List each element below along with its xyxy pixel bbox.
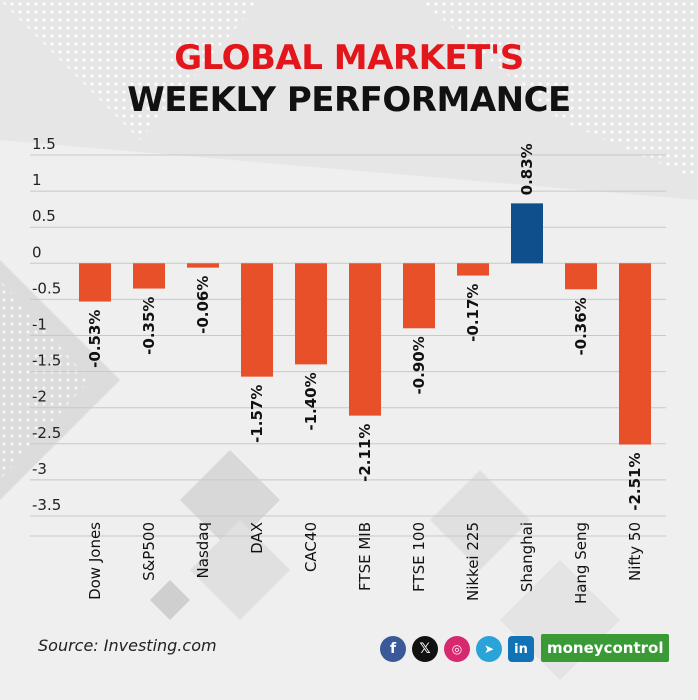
category-label: DAX — [248, 522, 266, 554]
category-label: Nasdaq — [194, 522, 212, 578]
data-label: -2.51% — [626, 453, 644, 511]
category-label: Hang Seng — [572, 522, 590, 604]
data-label: -0.06% — [194, 276, 212, 334]
linkedin-icon[interactable]: in — [508, 636, 534, 662]
data-label: -0.36% — [572, 297, 590, 355]
data-label: -0.17% — [464, 284, 482, 342]
y-tick-label: -2 — [32, 388, 47, 406]
data-label: -0.35% — [140, 297, 158, 355]
y-tick-label: -3.5 — [32, 496, 61, 514]
category-label: CAC40 — [302, 522, 320, 572]
category-label: Dow Jones — [86, 522, 104, 600]
category-label: FTSE 100 — [410, 522, 428, 592]
bar — [295, 263, 327, 365]
category-label: Shanghai — [518, 522, 536, 592]
bar — [511, 203, 543, 264]
y-axis-ticks: 1.5 1 0.5 0 -0.5 -1 -1.5 -2 -2.5 -3 -3.5 — [32, 135, 61, 514]
data-label: -0.53% — [86, 310, 104, 368]
data-label: -1.40% — [302, 372, 320, 430]
data-label: -0.90% — [410, 336, 428, 394]
data-label: 0.83% — [518, 143, 536, 195]
bar — [133, 263, 165, 289]
gridlines — [30, 154, 666, 537]
source-note: Source: Investing.com — [38, 636, 217, 655]
moneycontrol-logo: moneycontrol — [541, 634, 670, 662]
category-label: Nikkei 225 — [464, 522, 482, 601]
y-tick-label: 0 — [32, 243, 42, 261]
y-tick-label: -1 — [32, 316, 47, 334]
telegram-icon[interactable]: ➤ — [476, 636, 502, 662]
instagram-icon[interactable]: ◎ — [444, 636, 470, 662]
bar — [457, 263, 489, 276]
y-tick-label: -2.5 — [32, 424, 61, 442]
category-label: S&P500 — [140, 522, 158, 581]
x-icon[interactable]: 𝕏 — [412, 636, 438, 662]
y-tick-label: 1 — [32, 171, 42, 189]
bars — [79, 203, 651, 445]
x-axis-labels: Dow Jones S&P500 Nasdaq DAX CAC40 FTSE MIB FTS… — [86, 522, 644, 604]
title-line-2: WEEKLY PERFORMANCE — [127, 80, 571, 120]
facebook-icon[interactable]: f — [380, 636, 406, 662]
y-tick-label: -3 — [32, 460, 47, 478]
category-label: FTSE MIB — [356, 522, 374, 591]
y-tick-label: -1.5 — [32, 352, 61, 370]
category-label: Nifty 50 — [626, 522, 644, 581]
data-labels: -0.53% -0.35% -0.06% -1.57% -1.40% -2.11% -0.9… — [86, 143, 644, 510]
y-tick-label: 0.5 — [32, 207, 56, 225]
y-tick-label: 1.5 — [32, 135, 56, 153]
data-label: -2.11% — [356, 424, 374, 482]
title-line-1: GLOBAL MARKET'S — [174, 38, 524, 78]
bar — [619, 263, 651, 445]
y-tick-label: -0.5 — [32, 279, 61, 297]
bar — [349, 263, 381, 416]
bar — [241, 263, 273, 377]
data-label: -1.57% — [248, 385, 266, 443]
bar — [403, 263, 435, 329]
bar — [565, 263, 597, 290]
bar — [187, 263, 219, 268]
bar — [79, 263, 111, 302]
